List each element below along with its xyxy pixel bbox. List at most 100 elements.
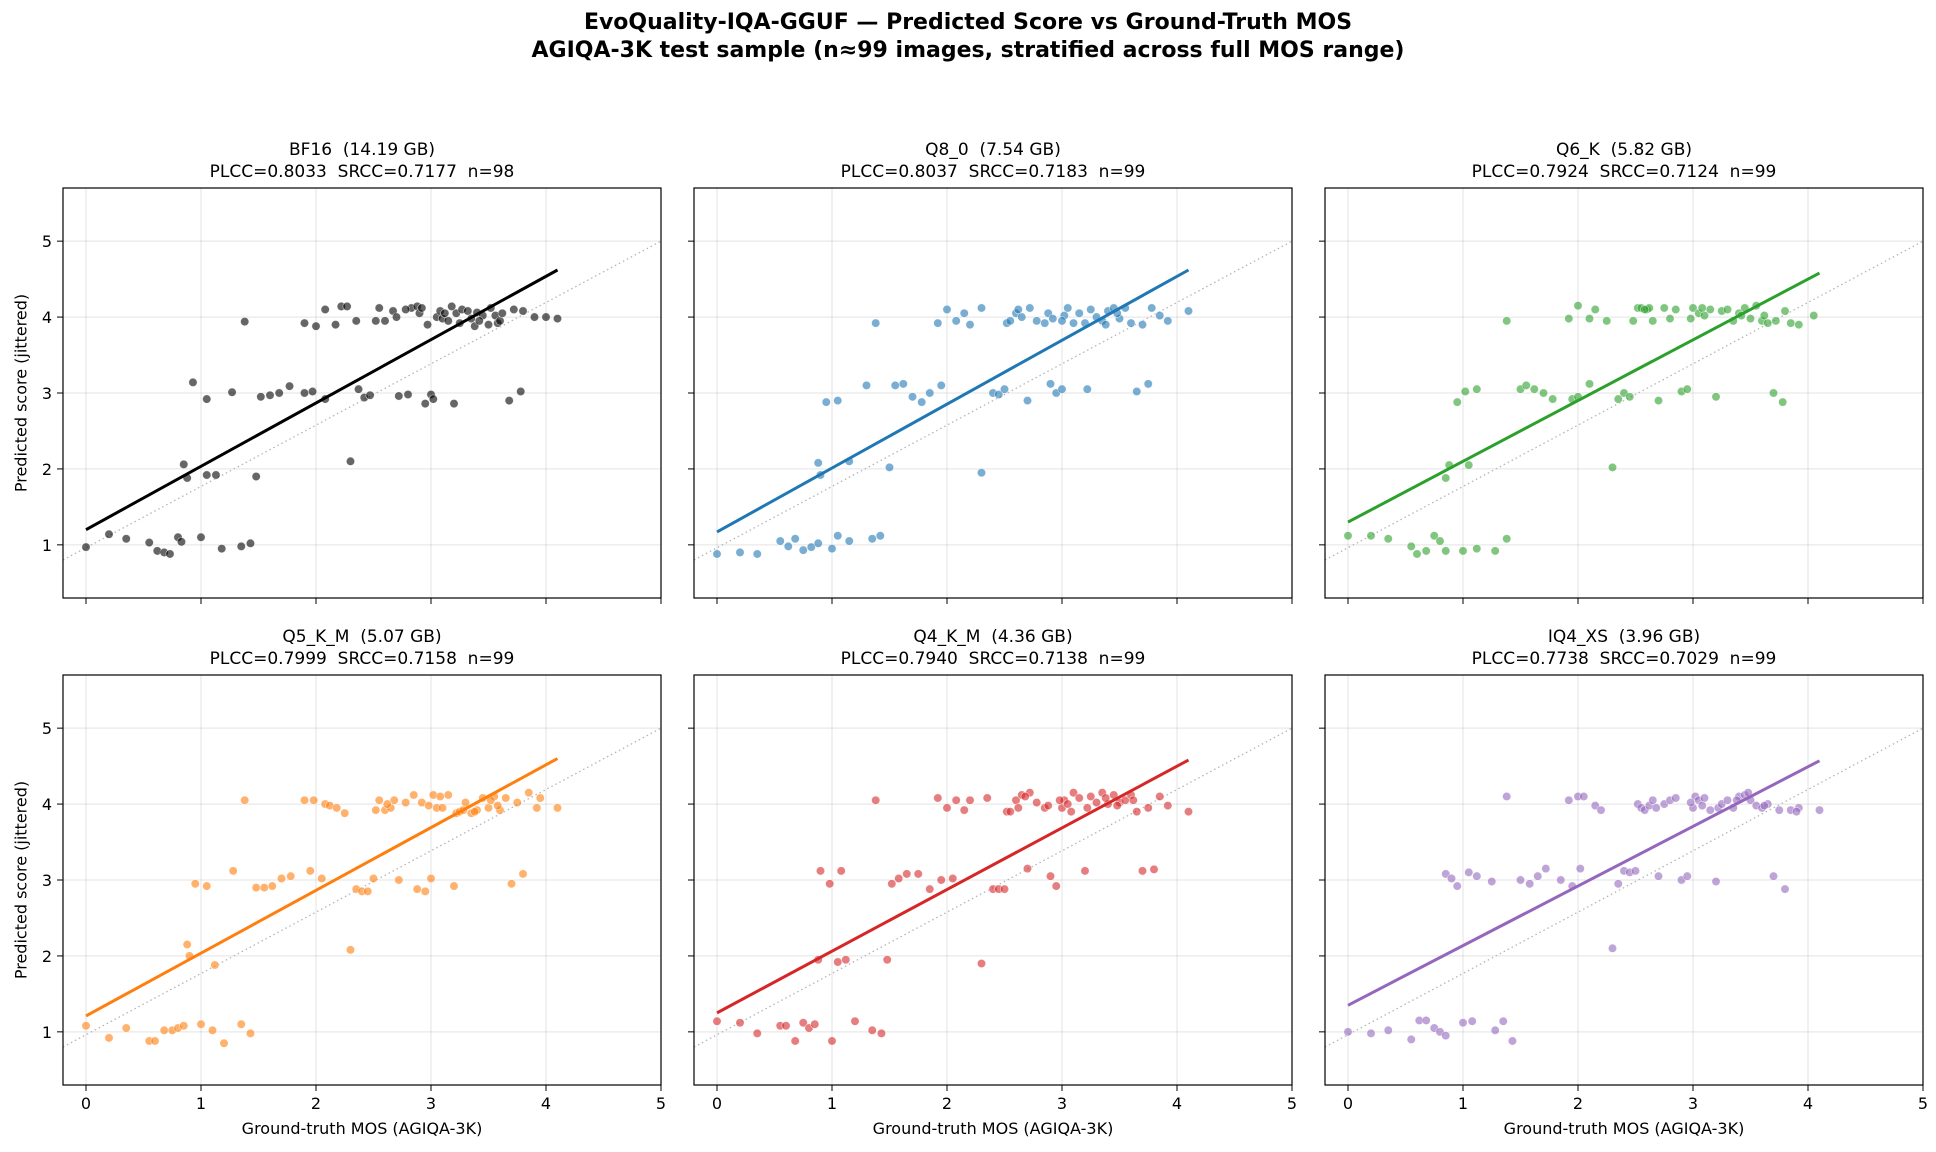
scatter-point (1066, 807, 1076, 817)
scatter-point (81, 542, 91, 552)
scatter-point (424, 801, 434, 811)
scatter-panel: Q8_0 (7.54 GB)PLCC=0.8037 SRCC=0.7183 n=… (688, 140, 1293, 604)
scatter-point (1138, 320, 1148, 330)
scatter-point (504, 396, 514, 406)
scatter-point (401, 798, 411, 808)
scatter-point (815, 866, 825, 876)
scatter-point (933, 793, 943, 803)
y-axis-label: Predicted score (jittered) (12, 294, 31, 492)
scatter-point (1628, 316, 1638, 326)
scatter-point (735, 547, 745, 557)
scatter-point (1778, 397, 1788, 407)
scatter-point (368, 873, 378, 883)
scatter-point (374, 795, 384, 805)
scatter-point (449, 881, 459, 891)
panel-subtitle: PLCC=0.7999 SRCC=0.7158 n=99 (210, 649, 515, 669)
scatter-point (861, 380, 871, 390)
scatter-point (1472, 384, 1482, 394)
scatter-point (317, 873, 327, 883)
scatter-point (428, 394, 438, 404)
scatter-point (1490, 546, 1500, 556)
scatter-point (1809, 311, 1819, 321)
scatter-point (1794, 320, 1804, 330)
scatter-point (712, 1016, 722, 1026)
scatter-point (299, 795, 309, 805)
scatter-point (1406, 541, 1416, 551)
scatter-point (712, 549, 722, 559)
scatter-point (1648, 795, 1658, 805)
scatter-point (1608, 462, 1618, 472)
scatter-point (159, 1025, 169, 1035)
scatter-point (1069, 788, 1079, 798)
scatter-point (925, 388, 935, 398)
scatter-point (825, 879, 835, 889)
scatter-point (179, 1021, 189, 1031)
scatter-point (391, 312, 401, 322)
y-tick-label: 2 (42, 460, 52, 479)
panel-title: Q6_K (5.82 GB) (1556, 140, 1692, 160)
scatter-point (501, 793, 511, 803)
scatter-point (942, 304, 952, 314)
scatter-panel: Q6_K (5.82 GB)PLCC=0.7924 SRCC=0.7124 n=… (1319, 140, 1924, 604)
scatter-point (286, 871, 296, 881)
scatter-point (437, 803, 447, 813)
scatter-point (1464, 460, 1474, 470)
scatter-point (1608, 943, 1618, 953)
scatter-point (196, 532, 206, 542)
scatter-point (752, 549, 762, 559)
scatter-point (506, 879, 516, 889)
scatter-point (202, 881, 212, 891)
scatter-point (1502, 534, 1512, 544)
scatter-point (1155, 311, 1165, 321)
scatter-point (1654, 871, 1664, 881)
scatter-point (267, 881, 277, 891)
x-tick-label: 0 (712, 1094, 722, 1113)
scatter-point (1048, 314, 1058, 324)
scatter-point (1080, 866, 1090, 876)
scatter-point (1441, 473, 1451, 483)
scatter-point (345, 945, 355, 955)
scatter-point (1525, 879, 1535, 889)
scatter-point (1686, 798, 1696, 808)
scatter-point (1759, 311, 1769, 321)
scatter-point (887, 879, 897, 889)
scatter-point (365, 390, 375, 400)
y-axis-label: Predicted score (jittered) (12, 781, 31, 979)
scatter-point (1429, 531, 1439, 541)
scatter-point (196, 1019, 206, 1029)
scatter-point (1579, 791, 1589, 801)
panel-subtitle: PLCC=0.8037 SRCC=0.7183 n=99 (841, 162, 1146, 182)
scatter-point (1132, 807, 1142, 817)
scatter-point (342, 301, 352, 311)
scatter-point (1711, 392, 1721, 402)
scatter-point (1533, 871, 1543, 881)
scatter-point (1516, 875, 1526, 885)
scatter-point (529, 312, 539, 322)
scatter-point (211, 470, 221, 480)
scatter-point (1472, 871, 1482, 881)
panel-title: Q8_0 (7.54 GB) (925, 140, 1061, 160)
scatter-point (1032, 316, 1042, 326)
scatter-point (524, 788, 534, 798)
scatter-point (976, 959, 986, 969)
scatter-point (1005, 316, 1015, 326)
panel-subtitle: PLCC=0.7738 SRCC=0.7029 n=99 (1472, 649, 1777, 669)
panel-title: Q4_K_M (4.36 GB) (913, 627, 1072, 647)
scatter-point (1665, 314, 1675, 324)
scatter-point (412, 884, 422, 894)
scatter-point (902, 869, 912, 879)
scatter-point (999, 384, 1009, 394)
scatter-point (1507, 1036, 1517, 1046)
scatter-point (1590, 304, 1600, 314)
scatter-point (810, 1019, 820, 1029)
scatter-point (251, 472, 261, 482)
scatter-point (236, 541, 246, 551)
scatter-point (1040, 318, 1050, 328)
scatter-point (735, 1018, 745, 1028)
scatter-point (512, 798, 522, 808)
scatter-point (783, 541, 793, 551)
x-tick-label: 3 (1688, 1094, 1698, 1113)
scatter-point (274, 388, 284, 398)
reference-line (694, 240, 1292, 561)
scatter-point (447, 301, 457, 311)
